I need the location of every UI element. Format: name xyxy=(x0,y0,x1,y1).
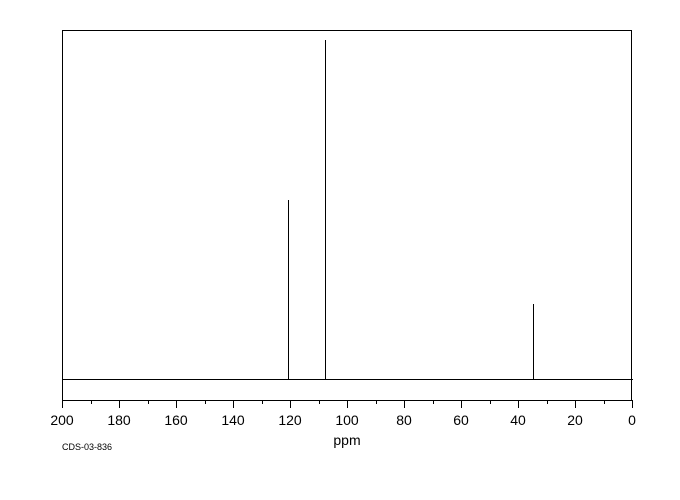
tick-major xyxy=(518,400,519,408)
sample-id-label: CDS-03-836 xyxy=(62,442,112,452)
tick-major xyxy=(290,400,291,408)
x-axis: 200180160140120100806040200 ppm xyxy=(62,400,632,450)
tick-label: 140 xyxy=(221,412,244,428)
tick-major xyxy=(176,400,177,408)
tick-label: 120 xyxy=(278,412,301,428)
tick-label: 60 xyxy=(453,412,469,428)
tick-major xyxy=(404,400,405,408)
tick-major xyxy=(119,400,120,408)
tick-minor xyxy=(604,400,605,404)
tick-label: 80 xyxy=(396,412,412,428)
tick-minor xyxy=(262,400,263,404)
peak-1 xyxy=(325,40,326,380)
plot-area xyxy=(62,30,632,400)
tick-minor xyxy=(490,400,491,404)
x-axis-label: ppm xyxy=(333,432,360,448)
nmr-chart xyxy=(62,30,632,400)
tick-label: 180 xyxy=(107,412,130,428)
tick-major xyxy=(233,400,234,408)
tick-minor xyxy=(205,400,206,404)
tick-major xyxy=(62,400,63,408)
tick-minor xyxy=(547,400,548,404)
tick-label: 0 xyxy=(628,412,636,428)
tick-label: 200 xyxy=(50,412,73,428)
tick-major xyxy=(347,400,348,408)
tick-major xyxy=(575,400,576,408)
tick-label: 40 xyxy=(510,412,526,428)
baseline xyxy=(63,379,633,380)
tick-label: 160 xyxy=(164,412,187,428)
tick-major xyxy=(632,400,633,408)
tick-major xyxy=(461,400,462,408)
tick-minor xyxy=(319,400,320,404)
tick-minor xyxy=(91,400,92,404)
tick-label: 20 xyxy=(567,412,583,428)
tick-minor xyxy=(433,400,434,404)
tick-minor xyxy=(376,400,377,404)
peak-2 xyxy=(533,304,534,380)
tick-minor xyxy=(148,400,149,404)
peak-0 xyxy=(288,200,289,380)
tick-label: 100 xyxy=(335,412,358,428)
